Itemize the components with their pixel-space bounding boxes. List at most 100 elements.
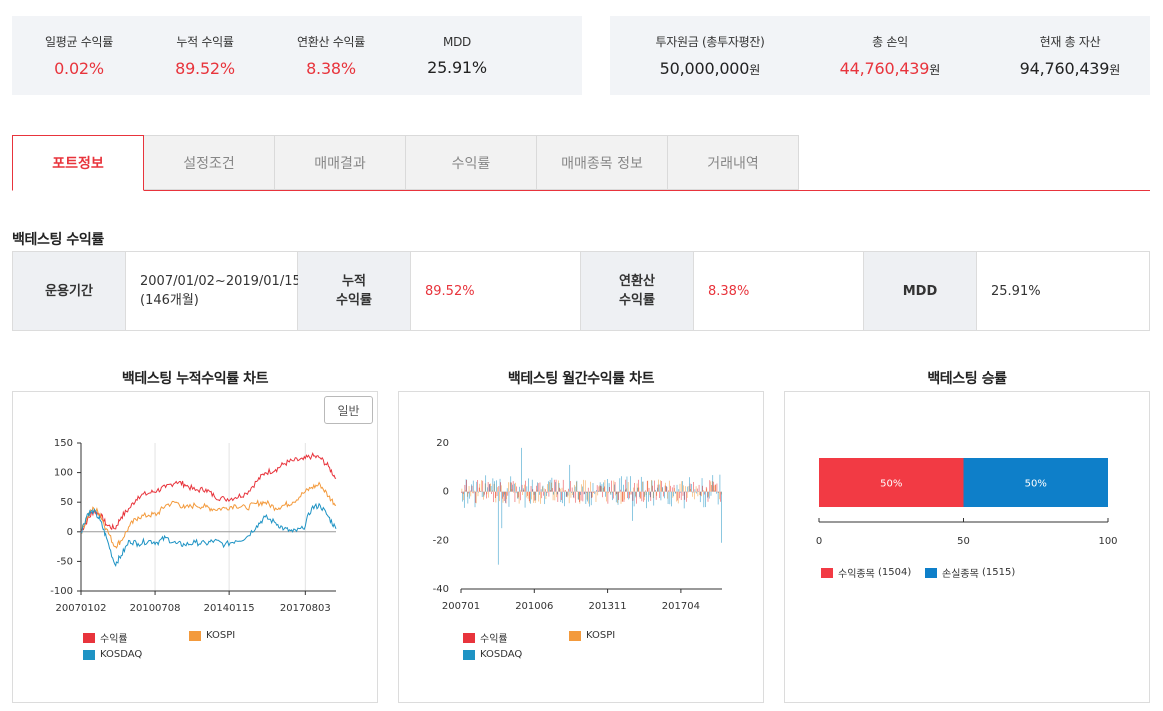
bar-kosdaq xyxy=(587,491,588,502)
bar-kosdaq xyxy=(555,482,556,492)
bar-return xyxy=(639,491,641,499)
bar-kosdaq xyxy=(721,491,722,543)
bar-return xyxy=(462,491,464,494)
stat-mdd: MDD 25.91% xyxy=(398,16,516,95)
bar-kosdaq xyxy=(694,489,696,492)
bar-kosdaq xyxy=(581,486,583,492)
bar-kosdaq xyxy=(585,491,587,504)
x-tick-label: 201311 xyxy=(588,601,626,612)
bar-return xyxy=(482,480,484,492)
bar-return xyxy=(711,484,712,492)
bar-kospi xyxy=(574,484,575,492)
bar-return xyxy=(523,489,525,492)
bar-return xyxy=(577,491,578,492)
bar-kospi xyxy=(552,491,554,501)
bar-kosdaq xyxy=(571,491,572,493)
bar-kospi xyxy=(554,491,556,501)
series-line-return xyxy=(80,452,337,533)
bar-return xyxy=(553,479,555,492)
bar-return xyxy=(673,484,675,492)
bar-kospi xyxy=(475,491,477,504)
legend-label: 손실종목 xyxy=(942,569,979,580)
bar-return xyxy=(713,481,714,492)
bar-return xyxy=(714,484,716,492)
bar-kosdaq xyxy=(501,491,503,529)
bar-return xyxy=(707,491,709,502)
winrate-chart-title: 백테스팅 승률 xyxy=(927,371,1007,387)
tab-trade-results[interactable]: 매매결과 xyxy=(275,135,406,190)
bar-kosdaq xyxy=(562,491,563,504)
mdd-label: MDD xyxy=(864,252,977,330)
label-line: 수익률 xyxy=(336,293,372,308)
bar-kospi xyxy=(701,491,702,497)
bar-kospi xyxy=(613,480,615,492)
bar-kosdaq xyxy=(490,486,492,492)
series-line-kosdaq xyxy=(80,502,337,568)
bar-kospi xyxy=(547,484,548,492)
bar-kosdaq xyxy=(714,490,715,492)
bar-kosdaq xyxy=(478,491,479,493)
bar-kospi xyxy=(588,491,590,504)
label-line: 연환산 xyxy=(619,274,655,289)
bar-kosdaq xyxy=(556,491,558,495)
period-months: (146개월) xyxy=(140,293,199,308)
legend-swatch xyxy=(83,649,95,660)
bar-kospi xyxy=(579,491,581,504)
bar-return xyxy=(643,491,644,502)
bar-return xyxy=(645,490,646,492)
bar-kospi xyxy=(636,483,638,492)
bar-return xyxy=(695,491,696,493)
bar-return xyxy=(496,491,498,497)
bar-kospi xyxy=(656,491,658,496)
period-range: 2007/01/02~2019/01/15 xyxy=(140,274,301,289)
stat-value-wrap: 50,000,000원 xyxy=(660,59,761,78)
stat-value: 8.38% xyxy=(306,59,356,78)
bar-return xyxy=(561,491,562,501)
bar-return xyxy=(475,491,476,503)
legend-item-loss: 손실종목 (1515) xyxy=(925,565,1015,580)
bar-kosdaq xyxy=(510,476,512,492)
stat-cumulative-return: 누적 수익률 89.52% xyxy=(146,16,264,95)
bar-kosdaq xyxy=(691,483,692,492)
winrate-chart-panel: 50% 50% 0 50 100 수익종목 (1504) 손실종목 (1515) xyxy=(784,391,1150,703)
bar-kospi xyxy=(652,491,654,499)
bar-kospi xyxy=(561,487,563,492)
chart-mode-button[interactable]: 일반 xyxy=(324,396,373,424)
bar-kospi xyxy=(688,485,690,492)
bar-kospi xyxy=(643,491,645,501)
bar-kospi xyxy=(524,484,525,492)
bar-kospi xyxy=(550,482,552,492)
bar-kospi xyxy=(527,491,529,499)
legend-swatch xyxy=(83,632,95,643)
bar-kospi xyxy=(606,491,607,502)
bar-return xyxy=(557,491,559,502)
tab-settings[interactable]: 설정조건 xyxy=(144,135,275,190)
bar-kospi xyxy=(674,488,675,492)
bar-return xyxy=(528,491,530,502)
bar-return xyxy=(525,480,526,492)
bar-kospi xyxy=(483,491,484,500)
cumulative-chart-title: 백테스팅 누적수익률 차트 xyxy=(121,371,269,387)
bar-kospi xyxy=(577,491,579,500)
stat-value: 25.91% xyxy=(427,57,487,77)
bar-kospi xyxy=(631,491,633,493)
bar-kosdaq xyxy=(567,491,569,496)
bar-return xyxy=(657,484,659,492)
bar-return xyxy=(468,491,469,494)
y-tick-label: 0 xyxy=(443,487,449,498)
bar-kosdaq xyxy=(463,491,465,508)
tab-traded-stocks[interactable]: 매매종목 정보 xyxy=(537,135,668,190)
bar-kosdaq xyxy=(605,491,606,497)
bar-kosdaq xyxy=(467,491,469,504)
legend-label: KOSPI xyxy=(206,630,236,641)
tab-port-info[interactable]: 포트정보 xyxy=(12,135,144,191)
tab-returns[interactable]: 수익률 xyxy=(406,135,537,190)
bar-kospi xyxy=(686,491,688,498)
bar-kospi xyxy=(676,491,677,502)
bar-kosdaq xyxy=(515,491,517,494)
bar-kospi xyxy=(677,491,679,504)
ann-return-label: 연환산 수익률 xyxy=(581,252,694,330)
bar-kospi xyxy=(627,482,629,492)
tab-transactions[interactable]: 거래내역 xyxy=(668,135,799,190)
bar-kosdaq xyxy=(522,488,524,492)
